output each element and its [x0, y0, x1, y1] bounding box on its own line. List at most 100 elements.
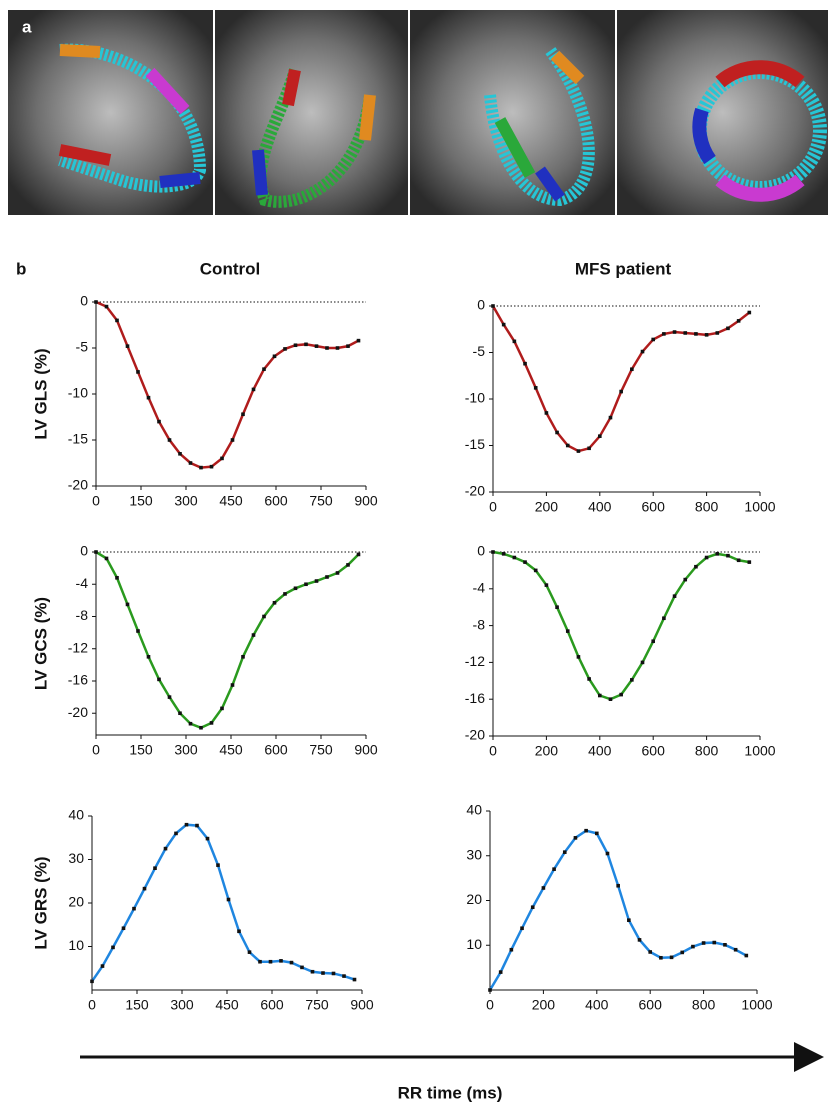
data-point — [702, 941, 706, 945]
data-point — [262, 615, 266, 619]
data-point — [705, 333, 709, 337]
data-point — [737, 558, 741, 562]
data-point — [304, 343, 308, 347]
x-tick-label: 800 — [692, 997, 716, 1013]
data-point — [609, 697, 613, 701]
y-tick-label: 0 — [477, 543, 485, 559]
data-point — [691, 945, 695, 949]
data-point — [294, 343, 298, 347]
data-point — [641, 350, 645, 354]
x-tick-label: 150 — [125, 997, 149, 1013]
x-tick-label: 750 — [305, 997, 329, 1013]
data-point — [147, 396, 151, 400]
segmentation — [60, 50, 100, 52]
data-point — [336, 571, 340, 575]
y-tick-label: -20 — [68, 477, 88, 493]
data-point — [715, 552, 719, 556]
x-tick-label: 200 — [535, 743, 559, 759]
data-point — [545, 411, 549, 415]
page: a b Control MFS patient RR time (ms) 0-5… — [0, 0, 828, 1107]
x-axis-label: RR time (ms) — [398, 1083, 503, 1102]
y-tick-label: -15 — [465, 436, 485, 452]
data-point — [598, 434, 602, 438]
y-tick-label: -16 — [68, 672, 88, 688]
y-tick-label: -20 — [465, 727, 485, 743]
data-point — [563, 850, 567, 854]
line-series — [96, 552, 359, 728]
data-point — [241, 412, 245, 416]
data-point — [491, 550, 495, 554]
data-point — [227, 898, 231, 902]
data-point — [510, 948, 514, 952]
data-point — [353, 978, 357, 982]
data-point — [616, 884, 620, 888]
data-point — [210, 721, 214, 725]
data-point — [237, 929, 241, 933]
mri-images — [8, 10, 828, 215]
data-point — [168, 695, 172, 699]
y-tick-label: -12 — [465, 653, 485, 669]
data-point — [673, 594, 677, 598]
data-point — [273, 354, 277, 358]
x-tick-label: 900 — [354, 742, 378, 758]
data-point — [555, 605, 559, 609]
data-point — [94, 550, 98, 554]
x-tick-label: 1000 — [744, 499, 775, 515]
y-tick-label: -15 — [68, 431, 88, 447]
data-point — [126, 344, 130, 348]
y-tick-label: 10 — [68, 937, 84, 953]
data-point — [178, 711, 182, 715]
x-tick-label: 750 — [309, 493, 333, 509]
data-point — [346, 563, 350, 567]
x-tick-label: 300 — [174, 493, 198, 509]
data-point — [189, 461, 193, 465]
data-point — [273, 601, 277, 605]
segmentation — [365, 95, 370, 140]
data-point — [126, 603, 130, 607]
data-point — [357, 553, 361, 557]
data-point — [311, 970, 315, 974]
y-tick-label: -20 — [465, 483, 485, 499]
data-point — [723, 943, 727, 947]
y-tick-label: -8 — [473, 616, 486, 632]
y-tick-label: 0 — [80, 293, 88, 309]
data-point — [300, 966, 304, 970]
data-point — [712, 941, 716, 945]
data-point — [545, 583, 549, 587]
data-point — [132, 907, 136, 911]
data-point — [122, 926, 126, 930]
data-point — [115, 576, 119, 580]
data-point — [252, 633, 256, 637]
figure: a b Control MFS patient RR time (ms) 0-5… — [0, 0, 828, 1107]
x-tick-label: 300 — [174, 742, 198, 758]
data-point — [683, 578, 687, 582]
y-tick-label: 0 — [80, 543, 88, 559]
data-point — [662, 332, 666, 336]
data-point — [304, 582, 308, 586]
data-point — [748, 560, 752, 564]
data-point — [315, 579, 319, 583]
data-point — [630, 678, 634, 682]
y-tick-label: -8 — [76, 607, 89, 623]
y-axis-label: LV GRS (%) — [31, 856, 50, 949]
data-point — [315, 344, 319, 348]
x-tick-label: 200 — [535, 499, 559, 515]
data-point — [105, 305, 109, 309]
data-point — [609, 416, 613, 420]
data-point — [157, 420, 161, 424]
x-tick-label: 900 — [350, 997, 374, 1013]
data-point — [279, 959, 283, 963]
x-tick-label: 0 — [486, 997, 494, 1013]
data-point — [513, 340, 517, 344]
x-tick-label: 600 — [260, 997, 284, 1013]
data-point — [336, 346, 340, 350]
data-point — [105, 557, 109, 561]
data-point — [499, 970, 503, 974]
data-point — [248, 950, 252, 954]
data-point — [231, 683, 235, 687]
x-tick-label: 1000 — [744, 743, 775, 759]
line-series — [96, 302, 359, 468]
x-tick-label: 400 — [588, 499, 612, 515]
data-point — [694, 565, 698, 569]
y-tick-label: -4 — [76, 575, 89, 591]
